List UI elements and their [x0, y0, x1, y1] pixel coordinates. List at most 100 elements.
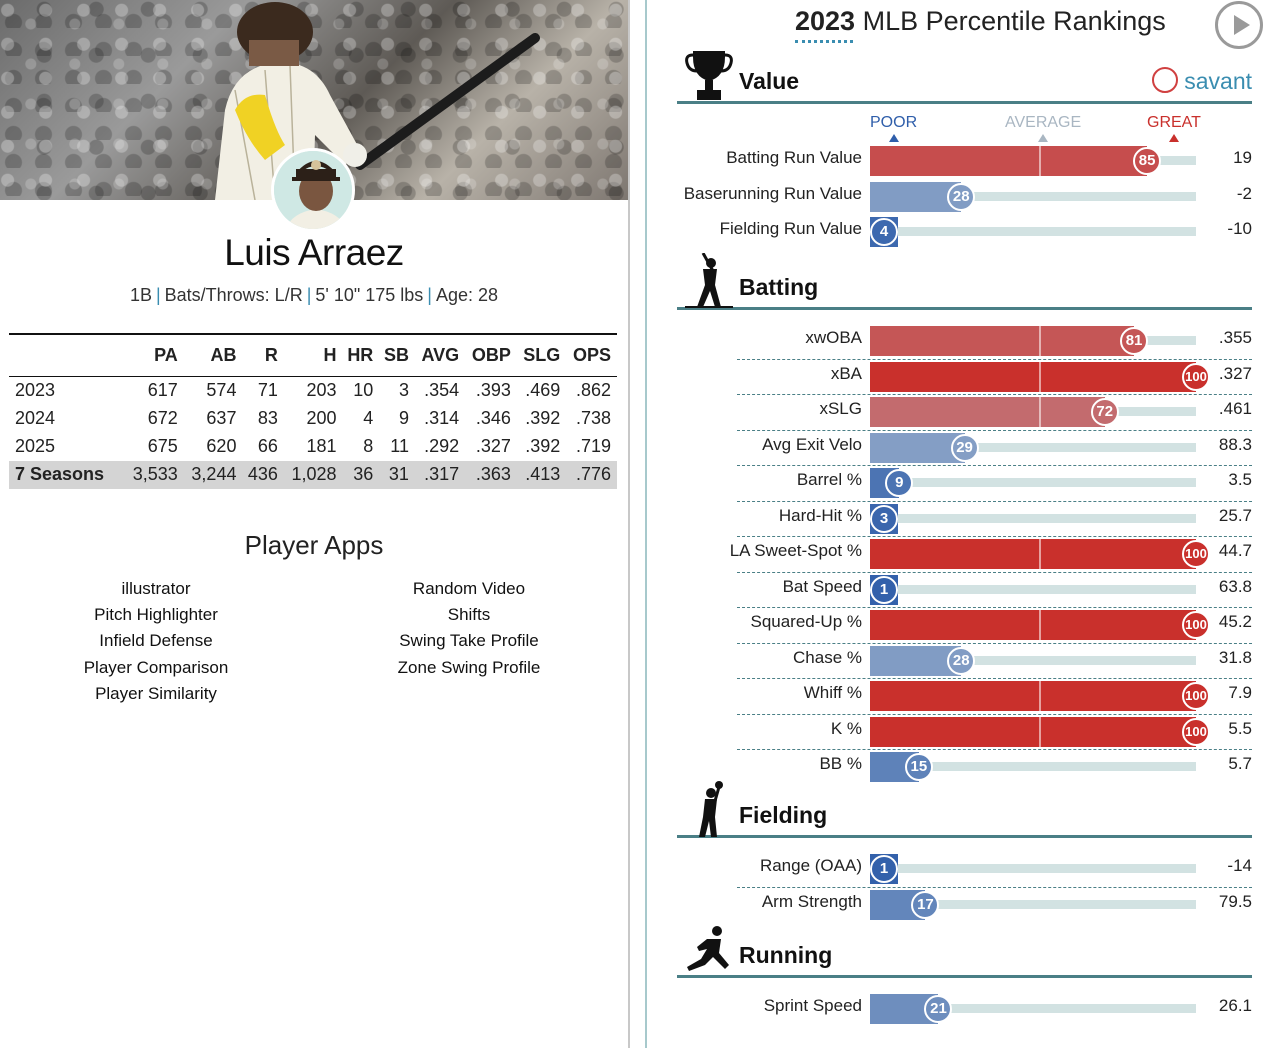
- row-divider: [737, 886, 1252, 888]
- metric-row[interactable]: Squared-Up % 100 45.2: [677, 608, 1252, 644]
- metric-row[interactable]: Batting Run Value 85 19: [677, 144, 1252, 180]
- percentile-track: [870, 584, 1196, 594]
- metric-row[interactable]: xSLG 72 .461: [677, 395, 1252, 431]
- metric-value: 31.8: [1218, 647, 1252, 667]
- stats-cell: 675: [147, 436, 178, 456]
- player-app-link[interactable]: Zone Swing Profile: [397, 657, 541, 677]
- metric-row[interactable]: Bat Speed 1 63.8: [677, 573, 1252, 608]
- section-title: Batting: [739, 274, 819, 300]
- savant-label: savant: [1184, 68, 1252, 94]
- section-header: Value savant: [677, 51, 1252, 104]
- player-bats-throws: Bats/Throws: L/R: [164, 285, 303, 305]
- stats-total-cell: 3,244: [183, 460, 243, 489]
- stats-cell: 2024: [15, 408, 56, 428]
- rankings-year: 2023: [795, 6, 856, 36]
- year-dropdown-indicator[interactable]: [795, 40, 853, 43]
- percentile-badge: 1: [870, 855, 898, 883]
- percentile-badge: 17: [911, 890, 940, 919]
- percentile-track: [870, 1004, 1196, 1013]
- stats-row: 2024 672 637 83 200 4 9 .314 .346 .392 .738: [9, 405, 617, 433]
- metric-label: xBA: [830, 363, 862, 383]
- metric-label: K %: [830, 718, 862, 738]
- percentile-bar: [870, 645, 962, 676]
- player-app-link[interactable]: Swing Take Profile: [399, 631, 539, 651]
- metric-row[interactable]: Barrel % 9 3.5: [677, 466, 1252, 502]
- stats-cell: .469: [525, 380, 561, 401]
- panel-divider: [628, 0, 630, 1048]
- metric-label: xSLG: [819, 399, 862, 418]
- player-app-link[interactable]: Infield Defense: [99, 631, 213, 651]
- percentile-rankings-panel: 2023 MLB Percentile Rankings Value savant…: [647, 0, 1280, 1048]
- section-title: Fielding: [739, 802, 828, 828]
- section-header: Running: [677, 926, 1252, 978]
- percentile-bar: [870, 681, 1196, 711]
- percentile-track: [870, 513, 1196, 523]
- metric-row[interactable]: Baserunning Run Value 28 -2: [677, 180, 1252, 216]
- player-app-link[interactable]: illustrator: [121, 579, 191, 598]
- player-app-link[interactable]: Pitch Highlighter: [94, 605, 218, 625]
- metric-value: 44.7: [1218, 541, 1252, 560]
- metric-row[interactable]: Hard-Hit % 3 25.7: [677, 502, 1252, 537]
- stats-cell: 3: [398, 380, 409, 401]
- average-marker: [1039, 716, 1041, 747]
- row-divider: [737, 500, 1252, 502]
- stats-total-cell: 36: [342, 460, 380, 489]
- batter-icon: [685, 252, 733, 309]
- row-divider: [737, 749, 1252, 750]
- stats-cell: 4: [363, 408, 374, 428]
- metric-row[interactable]: Arm Strength 17 79.5: [677, 888, 1252, 924]
- play-button[interactable]: [1215, 1, 1263, 49]
- stats-cell: .314: [424, 408, 460, 428]
- metric-value: .461: [1218, 399, 1252, 418]
- stats-total-cell: 436: [242, 460, 284, 489]
- stats-cell: 637: [206, 408, 237, 428]
- stats-cell: .719: [575, 436, 611, 456]
- metric-row[interactable]: K % 100 5.5: [677, 715, 1252, 750]
- metric-row[interactable]: Avg Exit Velo 29 88.3: [677, 431, 1252, 466]
- metric-row[interactable]: xBA 100 .327: [677, 360, 1252, 395]
- metric-row[interactable]: Chase % 28 31.8: [677, 644, 1252, 679]
- row-divider: [737, 394, 1252, 395]
- panel-border: [645, 0, 647, 1048]
- percentile-track: [870, 762, 1196, 771]
- metric-label: Sprint Speed: [763, 996, 862, 1015]
- percentile-badge: 100: [1182, 717, 1210, 746]
- player-app-link[interactable]: Shifts: [447, 605, 491, 625]
- stats-header-cell: OBP: [465, 333, 517, 377]
- metric-row[interactable]: Range (OAA) 1 -14: [677, 852, 1252, 888]
- stats-total-cell: 7 Seasons: [9, 460, 126, 489]
- metric-row[interactable]: xwOBA 81 .355: [677, 324, 1252, 360]
- metric-row[interactable]: LA Sweet-Spot % 100 44.7: [677, 537, 1252, 573]
- metric-row[interactable]: Fielding Run Value 4 -10: [677, 215, 1252, 251]
- stats-header-cell: H: [283, 333, 343, 377]
- player-app-link[interactable]: Player Similarity: [95, 683, 217, 703]
- stats-cell: .327: [475, 436, 511, 456]
- metric-value: .355: [1218, 328, 1252, 347]
- legend-poor: POOR: [870, 114, 917, 142]
- legend-average: AVERAGE: [1005, 114, 1082, 142]
- player-app-link[interactable]: Random Video: [412, 579, 526, 598]
- percentile-badge: 28: [947, 646, 976, 675]
- metric-label: Squared-Up %: [750, 612, 862, 631]
- rankings-title-text: MLB Percentile Rankings: [855, 6, 1166, 36]
- metric-value: 5.5: [1228, 718, 1252, 738]
- metric-label: Batting Run Value: [726, 148, 862, 167]
- stats-cell: 8: [363, 436, 374, 456]
- legend-great: GREAT: [1147, 114, 1201, 142]
- stats-cell: .393: [475, 380, 511, 401]
- player-bio: 1B | Bats/Throws: L/R | 5' 10" 175 lbs | Age: …: [129, 285, 499, 305]
- metric-value: 26.1: [1218, 996, 1252, 1015]
- player-name: Luis Arraez: [224, 232, 404, 273]
- stats-header-cell: HR: [342, 333, 380, 377]
- metric-row[interactable]: Whiff % 100 7.9: [677, 679, 1252, 715]
- savant-logo-link[interactable]: savant: [1152, 67, 1252, 95]
- percentile-bar: [870, 181, 962, 212]
- percentile-track: [870, 442, 1196, 452]
- metric-row[interactable]: Sprint Speed 21 26.1: [677, 992, 1252, 1028]
- legend-average-label: AVERAGE: [1005, 114, 1082, 131]
- metric-row[interactable]: BB % 15 5.7: [677, 750, 1252, 786]
- player-app-link[interactable]: Player Comparison: [83, 657, 229, 677]
- stats-header-cell: SLG: [516, 333, 567, 377]
- metric-value: .327: [1218, 363, 1252, 383]
- average-marker: [1039, 539, 1041, 569]
